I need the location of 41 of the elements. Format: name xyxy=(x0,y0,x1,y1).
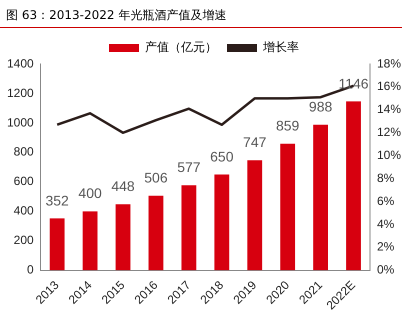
y-tick-label: 800 xyxy=(14,144,34,159)
bar xyxy=(346,101,361,270)
data-label: 859 xyxy=(276,118,300,134)
bar xyxy=(280,144,296,270)
y-tick-label: 1400 xyxy=(6,56,34,70)
bar xyxy=(148,196,164,270)
y-tick-label: 600 xyxy=(14,174,34,188)
y2-tick-label: 2% xyxy=(376,240,395,254)
bar xyxy=(214,174,230,270)
y2-tick-label: 14% xyxy=(376,102,402,116)
bar xyxy=(313,124,328,270)
y2-tick-label: 4% xyxy=(376,216,395,231)
bar xyxy=(50,218,65,270)
y2-tick-label: 12% xyxy=(376,125,402,140)
y-tick-label: 200 xyxy=(14,233,34,248)
y2-tick-label: 16% xyxy=(376,79,402,94)
chart-title: 图 63：2013-2022 年光瓶酒产值及增速 xyxy=(0,0,402,28)
data-label: 352 xyxy=(45,192,70,208)
bar xyxy=(82,211,98,270)
bar xyxy=(116,204,130,270)
y2-tick-label: 6% xyxy=(376,194,395,208)
y-tick-label: 400 xyxy=(14,204,34,218)
data-label: 400 xyxy=(78,185,102,202)
data-label: 577 xyxy=(177,159,201,176)
y-tick-label: 0 xyxy=(27,262,34,277)
data-label: 1146 xyxy=(338,75,369,92)
y-tick-label: 1000 xyxy=(6,115,34,130)
data-label: 650 xyxy=(210,148,234,164)
legend-label: 增长率 xyxy=(262,40,299,54)
legend-label: 产值（亿元） xyxy=(145,40,217,54)
data-label: 747 xyxy=(243,134,267,150)
bar xyxy=(181,185,196,270)
y2-tick-label: 0% xyxy=(376,262,395,277)
y2-tick-label: 18% xyxy=(376,56,402,70)
data-label: 506 xyxy=(144,170,168,186)
y2-tick-label: 10% xyxy=(376,148,402,162)
bar xyxy=(247,160,262,270)
data-label: 988 xyxy=(308,98,332,115)
y2-tick-label: 8% xyxy=(376,170,395,185)
y-tick-label: 1200 xyxy=(6,86,34,100)
data-label: 448 xyxy=(111,178,135,194)
